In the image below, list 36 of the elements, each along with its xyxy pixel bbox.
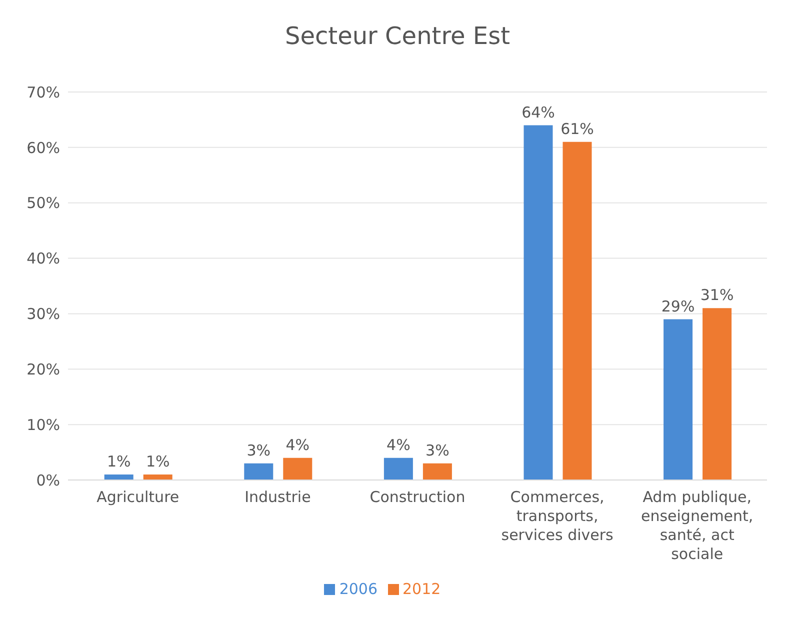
- data-label: 1%: [106, 452, 131, 470]
- y-tick-label: 50%: [26, 194, 60, 212]
- data-label: 31%: [700, 286, 734, 304]
- y-tick-label: 40%: [26, 250, 60, 268]
- y-tick-label: 30%: [26, 305, 60, 324]
- data-label: 64%: [522, 103, 555, 122]
- data-label: 3%: [426, 441, 450, 460]
- legend-label: 2006: [339, 580, 378, 598]
- chart-title: Secteur Centre Est: [284, 21, 512, 52]
- bar: [143, 474, 172, 480]
- y-tick-label: 20%: [26, 360, 60, 378]
- x-tick-label: Industrie: [244, 488, 311, 506]
- x-tick-label: Agriculture: [96, 488, 180, 506]
- bar: [422, 463, 452, 480]
- bar: [702, 308, 732, 480]
- data-label: 4%: [386, 436, 410, 454]
- bar: [664, 319, 693, 480]
- bar: [562, 142, 592, 480]
- legend-label: 2012: [402, 580, 441, 598]
- y-tick-label: 70%: [26, 83, 60, 102]
- data-label: 61%: [560, 120, 594, 138]
- data-label: 3%: [246, 441, 271, 460]
- y-tick-label: 10%: [26, 416, 60, 434]
- bar: [524, 125, 553, 480]
- bar: [283, 458, 312, 480]
- bar: [384, 458, 413, 480]
- bar: [244, 463, 274, 480]
- data-label: 4%: [286, 436, 310, 454]
- y-tick-label: 60%: [26, 138, 60, 157]
- data-label: 29%: [661, 297, 695, 316]
- x-tick-label: Adm publique, enseignement, santé, act sociale: [641, 488, 754, 563]
- x-tick-label: Commerces, transports, services divers: [501, 488, 614, 544]
- bar: [104, 474, 134, 480]
- x-tick-label: Construction: [370, 488, 466, 506]
- data-label: 1%: [146, 452, 170, 470]
- y-tick-label: 0%: [36, 471, 60, 490]
